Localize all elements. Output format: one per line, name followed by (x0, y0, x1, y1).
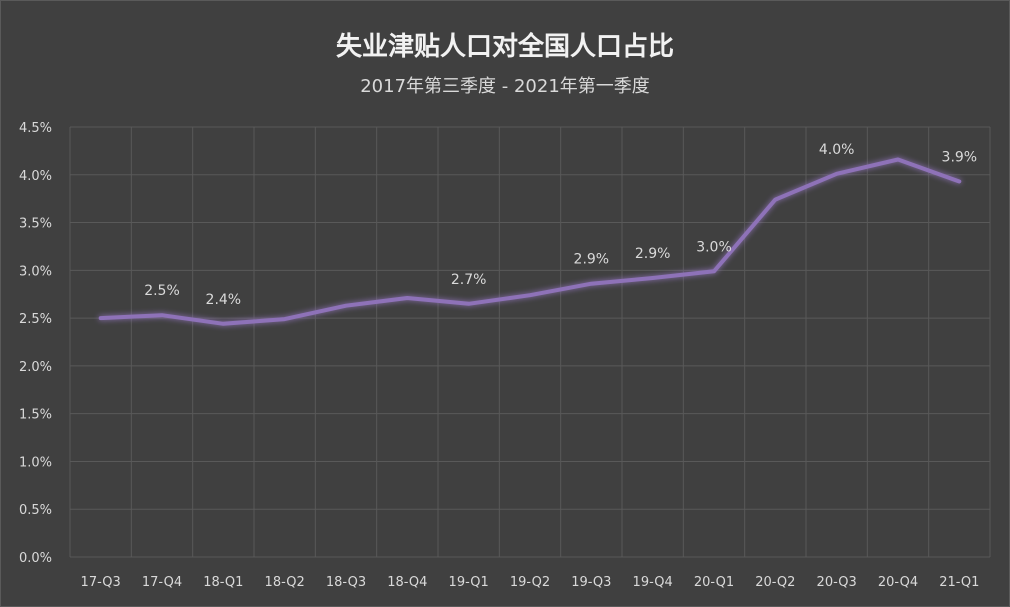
data-label: 2.9% (574, 252, 610, 268)
data-label: 3.9% (942, 149, 978, 165)
x-tick-label: 19-Q3 (571, 575, 611, 590)
data-label: 2.7% (451, 272, 487, 288)
x-tick-label: 17-Q4 (142, 575, 182, 590)
x-tick-label: 18-Q2 (265, 575, 305, 590)
x-tick-label: 21-Q1 (939, 575, 979, 590)
y-tick-label: 0.5% (19, 503, 52, 518)
y-tick-label: 3.0% (19, 264, 52, 279)
data-point (836, 173, 838, 175)
x-tick-label: 20-Q1 (694, 575, 734, 590)
data-label: 2.4% (206, 292, 242, 308)
data-point (652, 277, 654, 279)
data-point (406, 297, 408, 299)
data-point (713, 270, 715, 272)
data-point (161, 314, 163, 316)
x-tick-label: 18-Q1 (203, 575, 243, 590)
y-tick-label: 4.5% (19, 121, 52, 136)
x-axis-ticks: 17-Q3 17-Q4 18-Q1 18-Q2 18-Q3 18-Q4 19-Q1 19-Q2… (81, 575, 980, 590)
y-tick-label: 2.0% (19, 360, 52, 375)
data-point (529, 294, 531, 296)
x-tick-label: 20-Q3 (817, 575, 857, 590)
series-group (98, 157, 962, 326)
x-tick-label: 20-Q2 (755, 575, 795, 590)
data-point (958, 180, 960, 182)
chart-subtitle: 2017年第三季度 - 2021年第一季度 (360, 76, 650, 97)
grid-lines (69, 126, 991, 558)
data-label: 2.5% (144, 283, 180, 299)
chart-title: 失业津贴人口对全国人口占比 (335, 32, 674, 62)
x-tick-label: 17-Q3 (81, 575, 121, 590)
data-label: 3.0% (696, 239, 732, 255)
x-tick-label: 18-Q3 (326, 575, 366, 590)
y-axis-ticks: 0.0% 0.5% 1.0% 1.5% 2.0% 2.5% 3.0% 3.5% 4.0% 4.5% (19, 121, 52, 566)
y-tick-label: 1.5% (19, 408, 52, 423)
data-labels: 2.5% 2.4% 2.7% 2.9% 2.9% 3.0% 4.0% 3.9% (144, 142, 977, 308)
y-tick-label: 4.0% (19, 169, 52, 184)
x-tick-label: 18-Q4 (387, 575, 427, 590)
y-tick-label: 0.0% (19, 551, 52, 566)
x-tick-label: 19-Q2 (510, 575, 550, 590)
data-point (222, 323, 224, 325)
data-point (897, 158, 899, 160)
data-point (468, 303, 470, 305)
data-point (100, 317, 102, 319)
y-tick-label: 3.5% (19, 217, 52, 232)
data-point (774, 199, 776, 201)
y-tick-label: 1.0% (19, 455, 52, 470)
data-point (590, 283, 592, 285)
x-tick-label: 19-Q1 (449, 575, 489, 590)
data-point (345, 305, 347, 307)
y-tick-label: 2.5% (19, 312, 52, 327)
data-point (284, 318, 286, 320)
data-label: 4.0% (819, 142, 855, 158)
data-label: 2.9% (635, 246, 671, 262)
x-tick-label: 19-Q4 (633, 575, 673, 590)
x-tick-label: 20-Q4 (878, 575, 918, 590)
